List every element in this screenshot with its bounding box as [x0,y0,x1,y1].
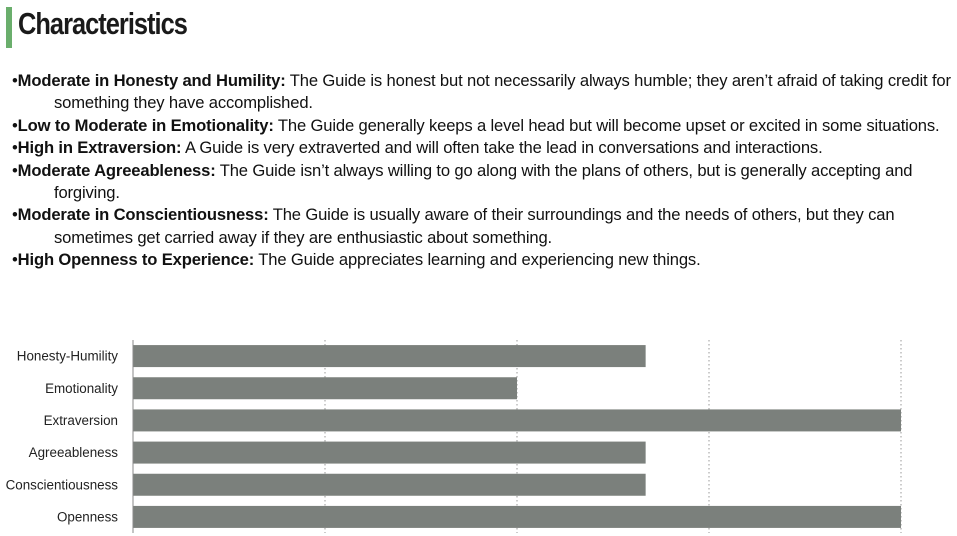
trait-item-emotionality: •Low to Moderate in Emotionality: The Gu… [12,115,954,137]
trait-label: Moderate Agreeableness: [17,160,216,180]
chart-category-label: Openness [57,509,118,524]
chart-bar [133,345,646,368]
trait-description: The Guide is usually aware of their surr… [54,205,895,247]
page-title: Characteristics [18,6,188,41]
heading-accent-bar [6,7,12,48]
trait-bar-chart: Honesty-Humility Emotionality Extraversion… [6,340,902,533]
bullet-icon: • [12,115,18,135]
trait-label: Moderate in Conscientiousness: [17,205,269,225]
chart-category-label: Extraversion [44,413,118,428]
chart-bar [133,409,901,432]
trait-label: Low to Moderate in Emotionality: [17,115,274,135]
trait-item-agreeableness: •Moderate Agreeableness: The Guide isn’t… [12,160,954,205]
chart-category-label: Honesty-Humility [17,349,118,364]
trait-label: Moderate in Honesty and Humility: [17,71,286,90]
trait-label: High Openness to Experience: [17,250,255,270]
chart-category-label: Conscientiousness [6,477,119,492]
chart-category-label: Agreeableness [29,445,119,460]
trait-description: The Guide is honest but not necessarily … [54,71,951,113]
trait-item-extraversion: •High in Extraversion: A Guide is very e… [12,137,954,159]
bullet-icon: • [12,71,18,90]
chart-category-label: Emotionality [45,381,118,396]
bullet-icon: • [12,205,18,225]
trait-item-honesty-humility: •Moderate in Honesty and Humility: The G… [12,70,954,115]
trait-description: The Guide generally keeps a level head b… [273,115,940,135]
bullet-icon: • [12,160,18,180]
chart-bar [133,473,646,496]
trait-description: The Guide appreciates learning and exper… [254,250,701,270]
trait-label: High in Extraversion: [17,138,182,158]
bullet-icon: • [12,138,18,158]
trait-item-openness: •High Openness to Experience: The Guide … [12,249,954,271]
bullet-icon: • [12,250,18,270]
chart-bar [133,441,646,464]
trait-list: •Moderate in Honesty and Humility: The G… [12,70,954,272]
trait-description: A Guide is very extraverted and will oft… [181,138,823,158]
chart-bar [133,505,901,528]
trait-item-conscientiousness: •Moderate in Conscientiousness: The Guid… [12,204,954,249]
chart-bar [133,377,517,400]
trait-description: The Guide isn’t always willing to go alo… [54,160,913,203]
